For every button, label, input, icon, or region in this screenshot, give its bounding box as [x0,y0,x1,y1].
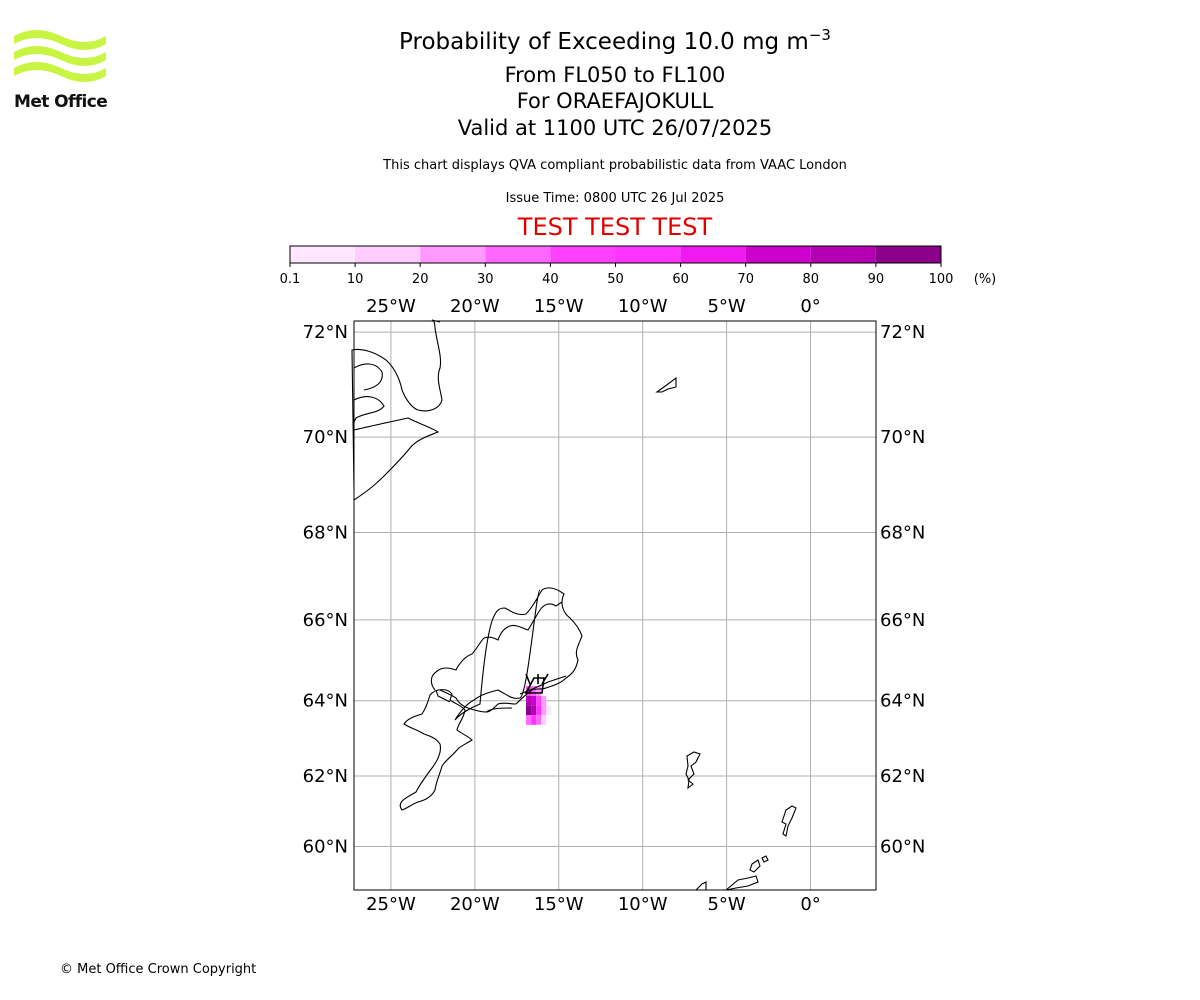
valid-time: Valid at 1100 UTC 26/07/2025 [457,116,773,140]
level-range: From FL050 to FL100 [504,63,726,87]
colorbar-tick-label: 90 [868,272,885,287]
lon-label-bottom: 15°W [534,894,584,915]
colorbar-tick-label: 70 [737,272,754,287]
plume-cell [531,695,537,706]
lon-label-bottom: 10°W [618,894,668,915]
colorbar-cell [680,246,746,263]
plume-cell [536,686,542,696]
met-office-waves-icon [14,30,106,82]
lat-label-right: 70°N [880,427,925,448]
lon-label-top: 15°W [534,296,584,317]
plume-cell [536,715,542,725]
test-banner: TEST TEST TEST [517,213,713,241]
colorbar-cell [875,246,941,263]
colorbar-tick-label: 100 [929,272,954,287]
shetland-coast [781,805,797,837]
lon-label-bottom: 25°W [366,894,416,915]
lat-label-right: 60°N [880,836,925,857]
colorbar-cell [290,246,356,263]
issue-time: Issue Time: 0800 UTC 26 Jul 2025 [505,191,725,206]
lat-label-left: 70°N [303,427,348,448]
colorbar-tick-label: 60 [672,272,689,287]
lon-label-bottom: 20°W [450,894,500,915]
lon-label-bottom: 0° [800,894,820,915]
lat-label-left: 68°N [303,522,348,543]
colorbar-tick-label: 10 [347,272,364,287]
colorbar-cell [550,246,616,263]
lat-label-right: 68°N [880,522,925,543]
lon-label-top: 5°W [707,296,745,317]
colorbar-cell [485,246,551,263]
faroe-coast [685,751,701,790]
lon-label-top: 10°W [618,296,668,317]
title-exponent: −3 [808,26,831,44]
coastlines [351,319,797,891]
lon-label-top: 20°W [450,296,500,317]
plume-cell [541,705,547,716]
lon-label-top: 25°W [366,296,416,317]
plume-cell [536,705,542,716]
lat-label-left: 64°N [303,691,348,712]
colorbar-cell [355,246,421,263]
lat-label-right: 64°N [880,691,925,712]
plume-cell [526,705,532,716]
met-office-logo: Met Office [14,30,108,112]
colorbar-tick-label: 30 [477,272,494,287]
jan-mayen-coast [655,376,677,393]
lat-label-right: 62°N [880,766,925,787]
logo-text: Met Office [14,92,108,112]
volcano-icon [524,673,549,694]
plume-cell [546,705,552,716]
plume-cell [526,695,532,706]
colorbar: 0.1 10 20 30 40 50 60 70 80 90 100 (%) [280,245,997,287]
title-main: Probability of Exceeding 10.0 mg m [399,29,809,55]
plume-cell [536,695,542,706]
plume-cell [531,686,537,696]
plume-cell [526,715,532,725]
map-panel: 25°W 20°W 15°W 10°W 5°W 0° 25°W 20°W 15°W 10°W 5°… [303,296,926,915]
colorbar-cell [745,246,811,263]
chart-title: Probability of Exceeding 10.0 mg m−3 [0,26,1200,55]
plume-cell [531,705,537,716]
colorbar-tick-label: 40 [542,272,559,287]
lat-label-left: 62°N [303,766,348,787]
copyright-text: © Met Office Crown Copyright [60,962,257,977]
lon-label-top: 0° [800,296,820,317]
iceland-south-coast [430,601,563,713]
colorbar-unit: (%) [974,272,997,287]
lat-label-left: 60°N [303,836,348,857]
lat-label-right: 72°N [880,322,925,343]
plume-cell [541,695,547,706]
colorbar-tick-label: 20 [412,272,429,287]
lon-label-bottom: 5°W [707,894,745,915]
colorbar-cell [615,246,681,263]
colorbar-tick-label: 80 [803,272,820,287]
orkney-coast [749,855,769,873]
lat-label-left: 72°N [303,322,348,343]
lat-label-right: 66°N [880,610,925,631]
colorbar-tick-label: 50 [607,272,624,287]
volcano-name: For ORAEFAJOKULL [516,89,714,113]
plume-cell [541,715,547,725]
plume-cell [531,715,537,725]
disclaimer-text: This chart displays QVA compliant probab… [383,158,847,173]
colorbar-cell [810,246,876,263]
colorbar-tick-label: 0.1 [280,272,301,287]
greenland-coast [351,319,443,501]
scotland-coast [695,875,759,891]
colorbar-cell [420,246,486,263]
lat-label-left: 66°N [303,610,348,631]
iceland-coast [399,587,583,811]
